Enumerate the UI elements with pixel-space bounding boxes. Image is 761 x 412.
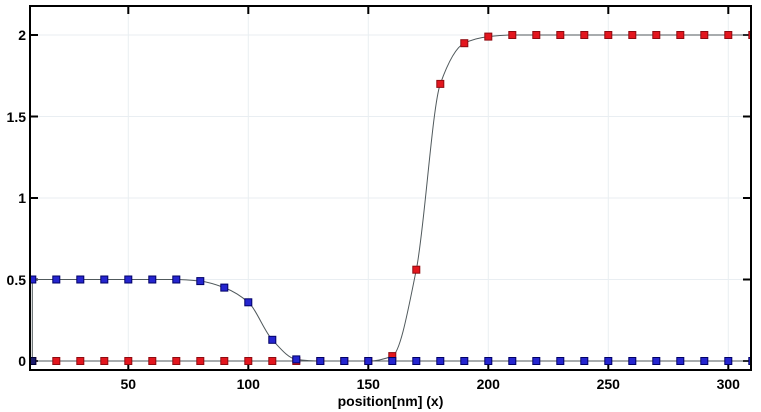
x-tick-label: 300 — [716, 376, 740, 392]
x-tick-label: 50 — [120, 376, 137, 392]
plot-area — [29, 5, 752, 371]
x-tick-label: 100 — [236, 376, 260, 392]
y-tick-label: 1.5 — [6, 108, 26, 125]
x-tick-label: 150 — [356, 376, 380, 392]
blue-concentration-markers — [31, 275, 750, 365]
x-tick-label: 200 — [476, 376, 500, 392]
y-tick-label: 1 — [18, 190, 26, 206]
blue-concentration-line — [31, 279, 750, 362]
axis-tick-marks — [31, 7, 750, 369]
boundary-marker — [31, 357, 37, 365]
y-tick-label: 0.5 — [6, 271, 26, 288]
x-tick-label: 250 — [596, 376, 620, 392]
x-axis-title: position[nm] (x) — [337, 393, 444, 409]
chart-canvas — [31, 7, 750, 369]
gridlines — [31, 7, 750, 369]
y-tick-label: 0 — [18, 353, 26, 369]
y-tick-label: 2 — [18, 27, 26, 43]
